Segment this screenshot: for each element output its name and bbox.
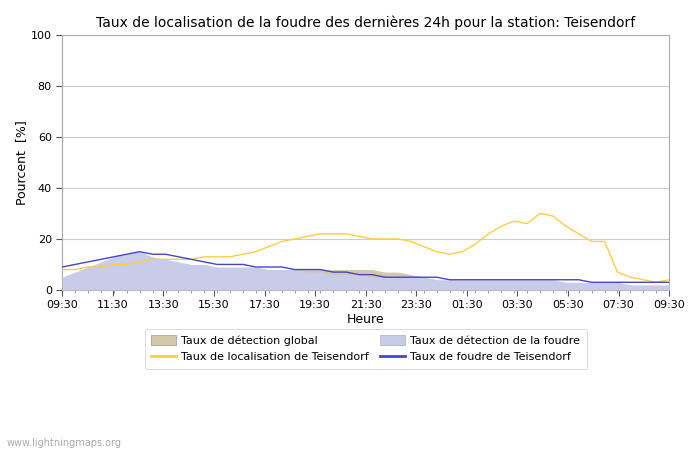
X-axis label: Heure: Heure <box>346 313 384 326</box>
Title: Taux de localisation de la foudre des dernières 24h pour la station: Teisendorf: Taux de localisation de la foudre des de… <box>96 15 636 30</box>
Legend: Taux de détection global, Taux de localisation de Teisendorf, Taux de détection : Taux de détection global, Taux de locali… <box>145 328 587 369</box>
Y-axis label: Pourcent  [%]: Pourcent [%] <box>15 120 28 205</box>
Text: www.lightningmaps.org: www.lightningmaps.org <box>7 438 122 448</box>
